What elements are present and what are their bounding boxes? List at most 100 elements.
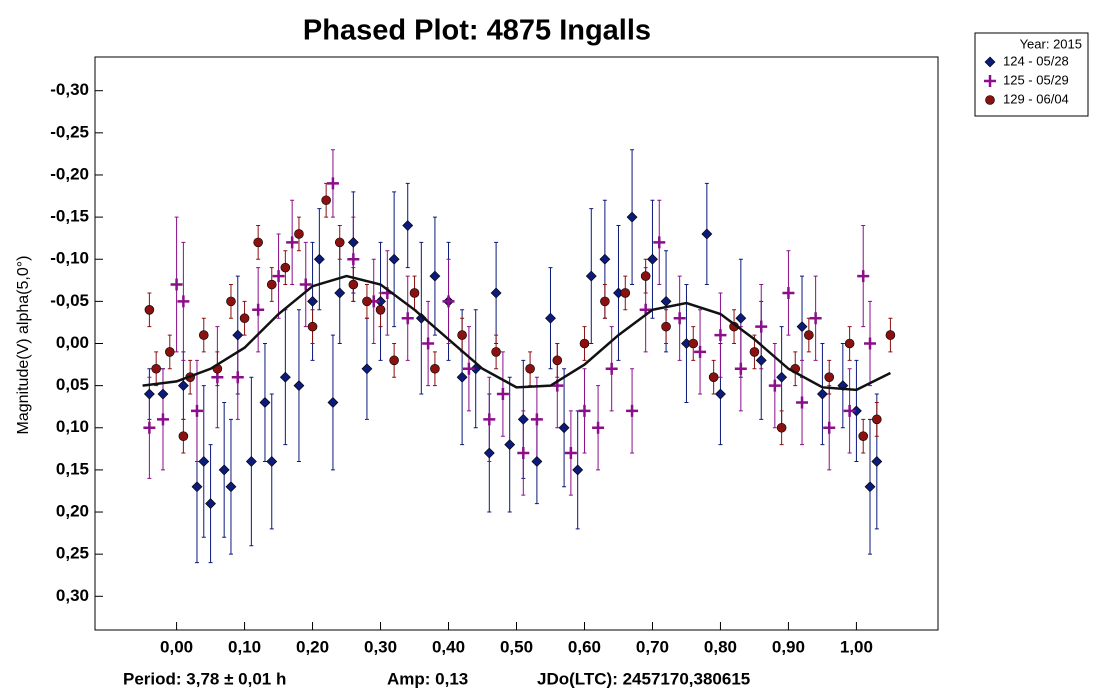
y-tick-label: -0,05 [50, 291, 89, 310]
data-point [252, 303, 265, 316]
data-point [673, 312, 686, 325]
data-point [156, 413, 169, 426]
legend-marker [984, 75, 996, 87]
data-point [388, 253, 400, 265]
data-point [321, 195, 331, 206]
data-point [415, 312, 427, 324]
data-point [456, 371, 468, 383]
data-point [640, 271, 651, 281]
y-tick-label: 0,00 [56, 333, 89, 352]
data-point [483, 447, 495, 459]
data-point [327, 397, 339, 408]
y-axis-label: Magnitude(V) alpha(5,0°) [15, 256, 32, 435]
data-point [755, 354, 767, 366]
data-point [755, 320, 768, 333]
data-point [401, 312, 414, 325]
data-point [190, 404, 203, 417]
legend-label: 129 - 06/04 [1003, 91, 1069, 106]
data-point [293, 380, 305, 392]
data-point [272, 270, 285, 283]
data-point [517, 447, 530, 460]
y-tick-label: -0,10 [50, 249, 89, 268]
data-point [653, 236, 666, 249]
data-point [286, 236, 299, 249]
y-tick-label: 0,20 [56, 502, 89, 521]
data-point [701, 228, 713, 240]
data-point [151, 363, 161, 374]
data-point [218, 464, 230, 476]
data-point [517, 413, 529, 425]
chart-title: Phased Plot: 4875 Ingalls [303, 15, 651, 47]
data-point [266, 456, 278, 467]
data-point [844, 338, 855, 349]
data-point [389, 355, 399, 366]
data-point [864, 481, 876, 493]
data-point [245, 456, 257, 467]
data-point [809, 312, 822, 325]
data-point [734, 362, 747, 375]
data-point [530, 413, 543, 426]
data-point [804, 330, 814, 340]
footer-period: Period: 3,78 ± 0,01 h [123, 669, 286, 688]
data-point [545, 312, 556, 324]
y-tick-label: 0,10 [56, 417, 89, 436]
data-point [294, 229, 304, 239]
data-point [347, 253, 360, 266]
x-tick-label: 0,80 [704, 637, 737, 656]
data-point [348, 279, 359, 290]
y-tick-label: -0,20 [50, 164, 89, 183]
data-point [525, 363, 535, 374]
data-point [552, 355, 563, 366]
fit-curve [142, 274, 891, 392]
data-point [266, 279, 277, 290]
data-point [796, 396, 809, 409]
x-tick-label: 0,50 [500, 637, 533, 656]
data-point [279, 371, 291, 383]
y-tick-label: 0,05 [56, 375, 89, 394]
data-point [164, 347, 175, 357]
data-point [735, 312, 747, 324]
y-tick-label: -0,25 [50, 122, 89, 141]
data-point [143, 421, 156, 434]
legend-title: Year: 2015 [1020, 36, 1082, 51]
data-point [334, 287, 346, 299]
x-tick-label: 0,90 [772, 637, 805, 656]
data-point [409, 288, 420, 298]
x-tick-label: 0,60 [568, 637, 601, 656]
data-point [231, 371, 244, 384]
data-point [239, 313, 250, 324]
data-point [361, 363, 373, 375]
data-point [280, 262, 291, 273]
data-point [362, 296, 372, 307]
data-point [198, 330, 209, 340]
x-tick-label: 0,30 [364, 637, 397, 656]
data-point [823, 421, 836, 434]
data-point [429, 270, 441, 282]
data-point [177, 380, 189, 392]
data-point [843, 404, 856, 417]
data-point [531, 456, 543, 467]
data-point [564, 447, 577, 460]
legend-label: 124 - 05/28 [1003, 53, 1069, 68]
data-point [776, 371, 788, 383]
data-point [688, 338, 699, 349]
data-point [572, 464, 584, 476]
data-point [422, 337, 435, 350]
data-point [600, 296, 610, 307]
data-point [871, 456, 883, 467]
data-point [144, 304, 155, 315]
x-tick-label: 0,70 [636, 637, 669, 656]
y-tick-label: 0,15 [56, 459, 89, 478]
data-point [490, 287, 502, 299]
y-tick-label: 0,25 [56, 544, 89, 563]
data-point [824, 372, 835, 383]
data-point [694, 345, 707, 358]
data-point [749, 347, 760, 357]
data-point [347, 236, 359, 248]
legend-marker [984, 56, 996, 68]
data-point [605, 362, 618, 375]
data-point [620, 288, 631, 298]
data-point [864, 337, 877, 350]
data-point [232, 329, 244, 341]
